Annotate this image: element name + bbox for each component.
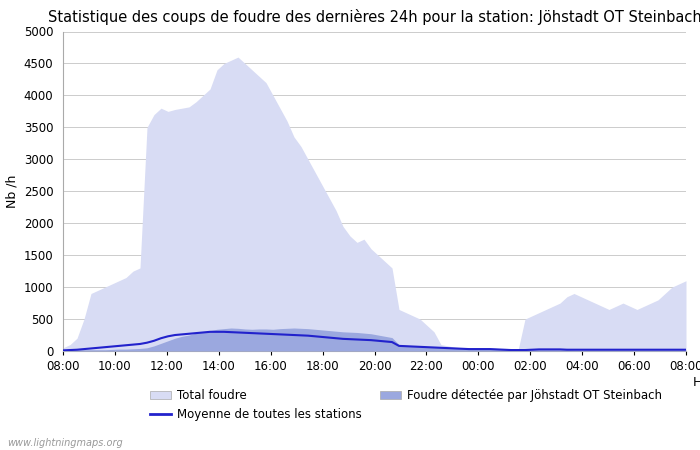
Text: www.lightningmaps.org: www.lightningmaps.org [7, 438, 122, 448]
Y-axis label: Nb /h: Nb /h [5, 175, 18, 208]
Title: Statistique des coups de foudre des dernières 24h pour la station: Jöhstadt OT S: Statistique des coups de foudre des dern… [48, 9, 700, 25]
Text: Heure: Heure [693, 376, 700, 389]
Legend: Total foudre, Moyenne de toutes les stations, Foudre détectée par Jöhstadt OT St: Total foudre, Moyenne de toutes les stat… [150, 389, 662, 421]
